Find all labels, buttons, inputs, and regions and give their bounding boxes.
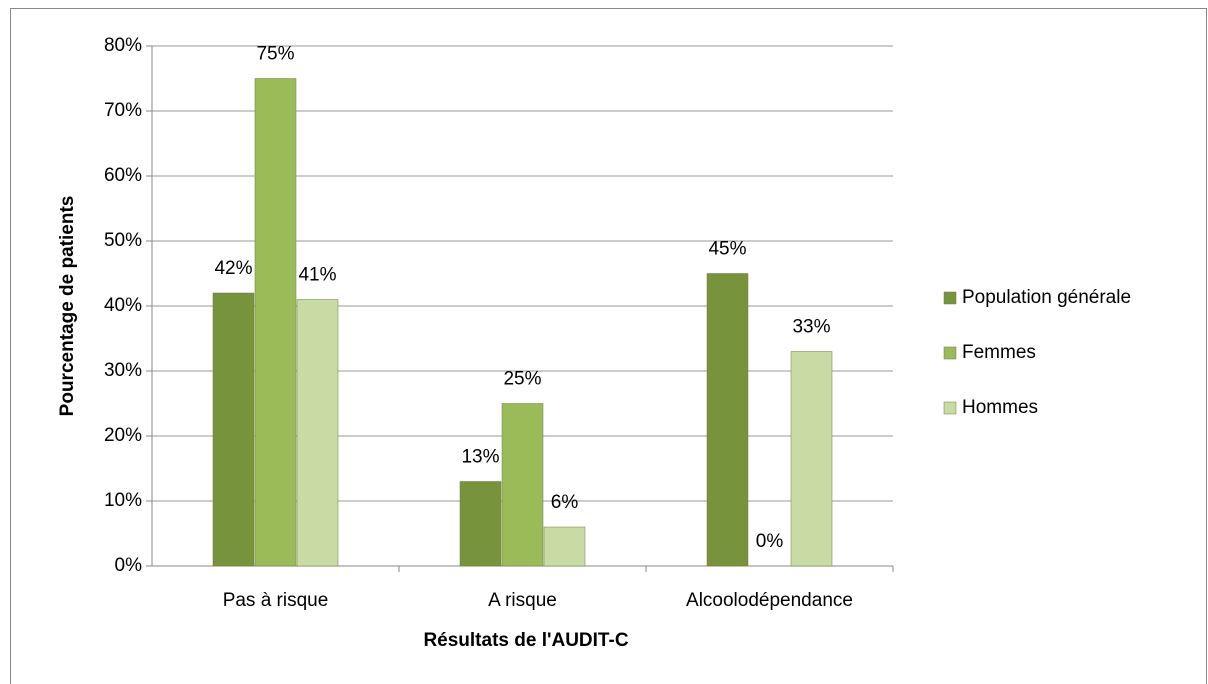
legend-swatch [943,401,957,415]
data-label: 33% [792,317,830,338]
data-label: 42% [214,258,252,279]
legend-swatch [943,346,957,360]
legend-label: Hommes [962,397,1038,418]
bar [459,481,502,567]
legend-label: Population générale [962,287,1131,308]
data-label: 13% [461,447,499,468]
data-label: 25% [503,369,541,390]
bar [543,526,586,567]
legend-swatch [943,291,957,305]
bar [790,351,833,567]
y-tick-label: 30% [104,360,142,381]
data-label: 75% [256,44,294,65]
y-tick-label: 40% [104,295,142,316]
bar [706,273,749,567]
y-tick-label: 20% [104,425,142,446]
y-tick-label: 80% [104,35,142,56]
data-label: 41% [298,265,336,286]
y-tick-label: 70% [104,100,142,121]
bar [212,292,255,567]
y-tick-label: 60% [104,165,142,186]
y-axis-title: Pourcentage de patients [57,196,78,417]
bar [501,403,544,567]
x-tick-label: Alcoolodépendance [686,590,853,611]
data-label: 45% [708,239,746,260]
x-tick-label: Pas à risque [223,590,329,611]
bar [296,299,339,567]
legend-label: Femmes [962,342,1036,363]
y-tick-label: 0% [115,555,143,576]
x-axis-title: Résultats de l'AUDIT-C [423,630,628,651]
data-label: 6% [551,492,579,513]
data-label: 0% [756,531,784,552]
y-tick-label: 50% [104,230,142,251]
x-tick-label: A risque [488,590,557,611]
chart-frame [10,8,1207,684]
bar [254,78,297,567]
y-tick-label: 10% [104,490,142,511]
